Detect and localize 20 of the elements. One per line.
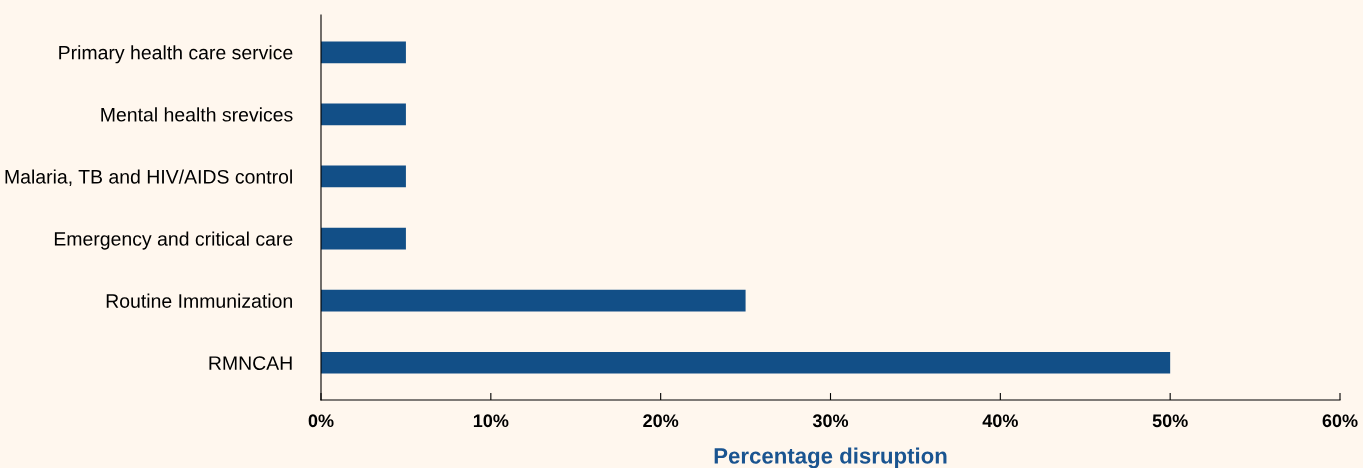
bar	[321, 41, 406, 64]
y-tick-label: Malaria, TB and HIV/AIDS control	[5, 169, 292, 186]
bar	[321, 103, 406, 126]
x-tick-label: 10%	[473, 414, 509, 428]
x-tick-label: 60%	[1322, 414, 1358, 428]
x-tick-label: 20%	[643, 414, 679, 428]
y-tick-label: Primary health care service	[59, 45, 293, 64]
y-tick-label: RMNCAH	[209, 356, 292, 370]
x-tick-label: 30%	[812, 414, 849, 428]
y-tick-label: Mental health srevices	[101, 107, 293, 122]
bar	[321, 227, 406, 250]
x-tick-label: 50%	[1152, 414, 1188, 428]
y-tick-label: Emergency and critical care	[54, 231, 293, 250]
x-tick-label: 40%	[982, 414, 1018, 428]
bar	[321, 165, 406, 188]
bar	[321, 289, 746, 312]
bar	[321, 351, 1171, 374]
x-tick-label: 0%	[308, 414, 334, 428]
x-axis-title: Percentage disruption	[714, 447, 947, 468]
y-tick-label: Routine Immunization	[106, 293, 292, 308]
